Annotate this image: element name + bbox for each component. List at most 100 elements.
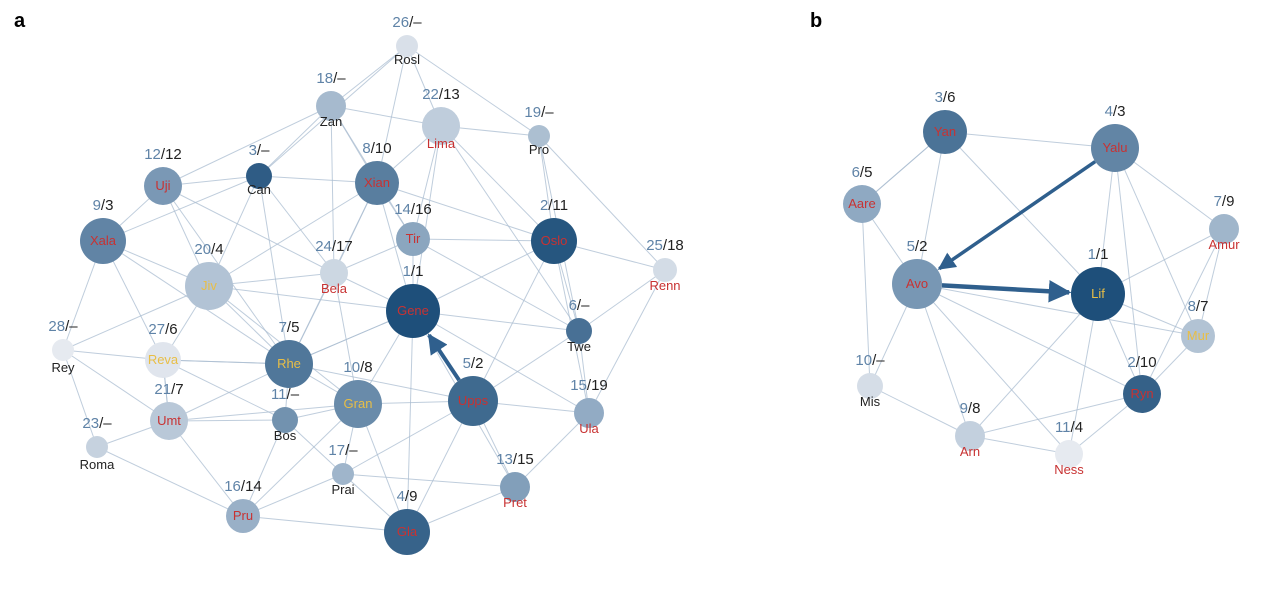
node-yalu: Yalu 4/3 [1091, 103, 1139, 172]
edge [97, 447, 243, 516]
node-rank: 13/15 [496, 451, 534, 468]
node-ness: Ness11/4 [1054, 419, 1084, 477]
bold-arrow [942, 285, 1069, 292]
node-amur: Amur7/9 [1208, 193, 1240, 252]
node-rank: 28/– [48, 318, 78, 335]
bold-arrow [939, 162, 1095, 269]
node-rank: 23/– [82, 415, 112, 432]
node-label: Gla [397, 524, 418, 539]
node-oslo: Oslo 2/11 [531, 197, 577, 264]
node-gran: Gran10/8 [334, 359, 382, 428]
edge [473, 241, 554, 401]
node-label: Ula [579, 421, 599, 436]
node-rank: 2/11 [540, 197, 568, 214]
node-rank: 22/13 [422, 86, 460, 103]
panel-b-group: Yan3/6Yalu4/3Aare6/5Amur7/9Avo5/2Lif1/1M… [843, 89, 1240, 477]
node-rank: 19/– [524, 104, 554, 121]
node-tir: Tir 14/16 [394, 201, 432, 256]
node-rank: 4/3 [1105, 103, 1126, 120]
node-rank: 14/16 [394, 201, 432, 218]
node-rank: 16/14 [224, 478, 262, 495]
node-lif: Lif 1/1 [1071, 246, 1125, 321]
node-ryn: Ryn2/10 [1123, 354, 1161, 413]
panel-b-label: b [810, 10, 822, 33]
node-label: Tir [406, 231, 421, 246]
node-label: Prai [331, 482, 354, 497]
node-umt: Umt21/7 [150, 381, 188, 440]
node-rank: 20/4 [194, 241, 223, 258]
node-rey: Rey 28/– [48, 318, 78, 375]
node-rank: 9/3 [93, 197, 114, 214]
node-label: Bela [321, 281, 348, 296]
node-pro: Pro19/– [524, 104, 554, 157]
node-rank: 6/5 [852, 164, 873, 181]
node-jiv: Jiv 20/4 [185, 241, 233, 310]
node-ula: Ula15/19 [570, 377, 608, 436]
node-label: Umt [157, 413, 181, 428]
node-mis: Mis10/– [855, 352, 885, 409]
node-label: Rosl [394, 52, 420, 67]
node-label: Pret [503, 495, 527, 510]
node-label: Aare [848, 196, 875, 211]
edge [1115, 148, 1198, 336]
node-rank: 24/17 [315, 238, 353, 255]
node-label: Yalu [1102, 140, 1127, 155]
node-rank: 8/10 [362, 140, 391, 157]
edge [243, 404, 358, 516]
node-rank: 8/7 [1188, 298, 1209, 315]
node-rank: 1/1 [1088, 246, 1109, 263]
node-rank: 2/10 [1127, 354, 1156, 371]
node-rank: 27/6 [148, 321, 177, 338]
bold-arrow [429, 335, 459, 380]
node-zan: Zan18/– [316, 70, 346, 129]
nodes: Rosl26/– Zan18/– Lima 22/13 Pro19/– Can 3/– Xia… [48, 14, 683, 555]
node-label: Lif [1091, 286, 1105, 301]
node-uji: Uji12/12 [144, 146, 182, 205]
node-rank: 5/2 [907, 238, 928, 255]
node-arn: Arn9/8 [955, 400, 985, 459]
node-label: Pru [233, 508, 253, 523]
node-rank: 4/9 [397, 488, 418, 505]
node-label: Ness [1054, 462, 1084, 477]
node-aare: Aare 6/5 [843, 164, 881, 223]
node-label: Mur [1187, 328, 1210, 343]
node-rank: 1/1 [403, 263, 424, 280]
edge [289, 364, 473, 401]
node-rank: 6/– [569, 297, 591, 314]
node-rennes: Renn25/18 [646, 237, 684, 293]
panel-a-label: a [14, 10, 25, 33]
node-label: Rey [51, 360, 75, 375]
node-gene: Gene 1/1 [386, 263, 440, 338]
node-rank: 5/2 [463, 355, 484, 372]
node-rosl: Rosl26/– [392, 14, 422, 67]
node-rank: 3/– [249, 142, 271, 159]
edge [917, 284, 1069, 454]
node-rank: 12/12 [144, 146, 182, 163]
node-label: Oslo [541, 233, 568, 248]
node-label: Zan [320, 114, 342, 129]
edge [169, 404, 358, 421]
node-xian: Xian 8/10 [355, 140, 399, 205]
node-rank: 3/6 [935, 89, 956, 106]
node-label: Can [247, 182, 271, 197]
node-rank: 7/5 [279, 319, 300, 336]
edge [413, 311, 589, 413]
node-label: Gran [344, 396, 373, 411]
node-label: Xian [364, 175, 390, 190]
node-can: Can 3/– [246, 142, 272, 197]
node-circle [86, 436, 108, 458]
node-label: Xala [90, 233, 117, 248]
edge [413, 126, 441, 311]
node-rank: 25/18 [646, 237, 684, 254]
edge [970, 436, 1069, 454]
node-lima: Lima 22/13 [422, 86, 460, 151]
node-rank: 7/9 [1214, 193, 1235, 210]
node-gla: Gla 4/9 [384, 488, 430, 555]
node-pru: Pru 16/14 [224, 478, 262, 533]
node-label: Lima [427, 136, 456, 151]
node-label: Rhe [277, 356, 301, 371]
edge [243, 516, 407, 532]
node-label: Gene [397, 303, 429, 318]
node-label: Jiv [201, 278, 217, 293]
node-label: Avo [906, 276, 928, 291]
